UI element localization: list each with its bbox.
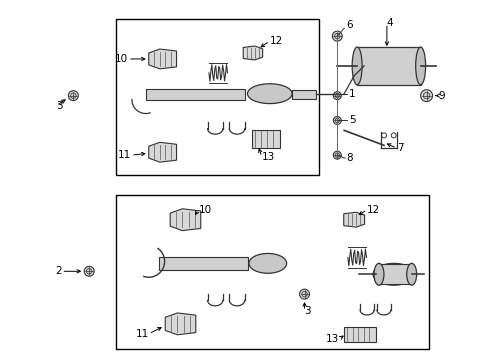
Bar	[158, 257, 247, 270]
Bar	[116, 195, 427, 349]
Circle shape	[70, 93, 76, 98]
Text: 12: 12	[366, 205, 380, 215]
Bar	[291, 90, 316, 99]
Ellipse shape	[248, 253, 286, 273]
Text: 4: 4	[386, 18, 393, 28]
Ellipse shape	[351, 47, 361, 85]
Text: 2: 2	[55, 266, 61, 276]
Circle shape	[84, 266, 94, 276]
Text: 8: 8	[346, 153, 352, 163]
Text: 12: 12	[269, 36, 283, 46]
Ellipse shape	[406, 264, 416, 285]
Text: 7: 7	[396, 143, 403, 153]
Text: 5: 5	[348, 116, 355, 126]
Circle shape	[334, 118, 339, 123]
Circle shape	[334, 33, 339, 39]
Circle shape	[299, 289, 309, 299]
Polygon shape	[148, 142, 176, 162]
Text: 3: 3	[304, 306, 310, 316]
Polygon shape	[170, 209, 201, 231]
Circle shape	[423, 93, 429, 99]
Text: 3: 3	[56, 100, 63, 111]
Circle shape	[86, 269, 92, 274]
Text: 13: 13	[325, 334, 339, 344]
Circle shape	[390, 133, 395, 138]
Polygon shape	[243, 46, 262, 60]
Text: 13: 13	[262, 152, 275, 162]
Bar	[145, 89, 244, 100]
Text: 10: 10	[115, 54, 128, 64]
Text: 1: 1	[348, 89, 355, 99]
Text: 11: 11	[118, 150, 131, 160]
Ellipse shape	[372, 264, 414, 285]
Circle shape	[301, 291, 306, 297]
Text: 9: 9	[438, 91, 444, 101]
Circle shape	[332, 31, 342, 41]
Bar	[116, 19, 319, 175]
Text: 11: 11	[135, 329, 148, 339]
Polygon shape	[148, 49, 176, 69]
Bar	[356, 47, 420, 85]
Circle shape	[333, 151, 341, 159]
Circle shape	[334, 94, 339, 98]
Ellipse shape	[415, 47, 425, 85]
Circle shape	[333, 92, 341, 100]
Bar	[344, 327, 375, 342]
Circle shape	[420, 90, 432, 102]
Polygon shape	[343, 212, 364, 227]
Text: 6: 6	[346, 20, 352, 30]
Ellipse shape	[373, 264, 383, 285]
Ellipse shape	[247, 84, 291, 104]
Circle shape	[334, 153, 339, 157]
Circle shape	[68, 91, 78, 100]
Circle shape	[333, 117, 341, 125]
Bar	[376, 264, 411, 284]
Circle shape	[381, 133, 386, 138]
Bar	[251, 130, 279, 148]
Text: 10: 10	[198, 205, 211, 215]
Polygon shape	[165, 313, 195, 335]
